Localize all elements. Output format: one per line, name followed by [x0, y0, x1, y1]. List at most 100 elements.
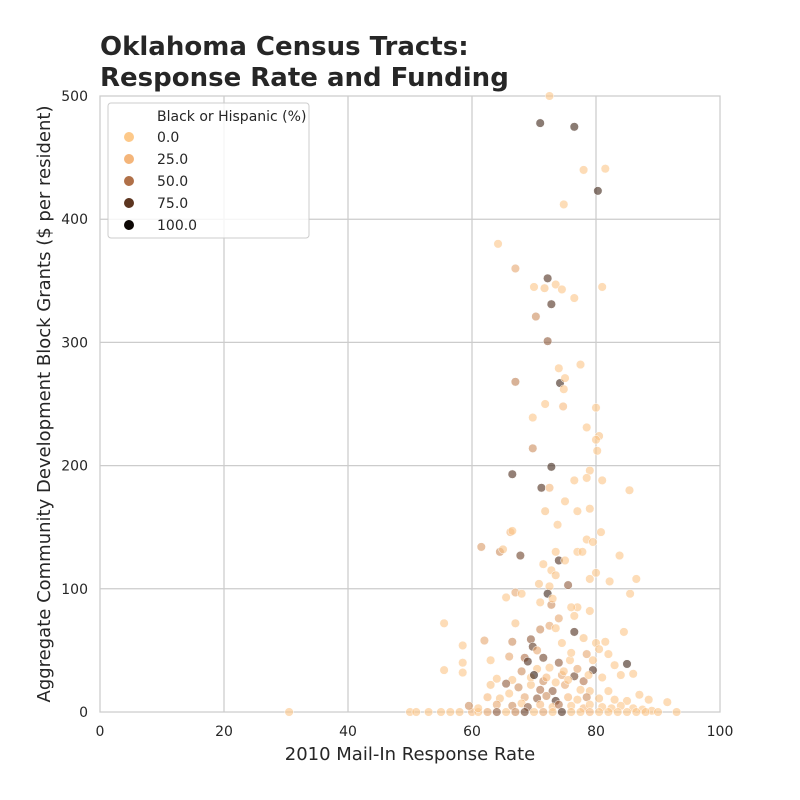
data-point — [424, 707, 434, 717]
data-point — [548, 707, 558, 717]
data-point — [641, 707, 651, 717]
data-point — [566, 648, 576, 658]
data-point — [572, 664, 582, 674]
data-point — [594, 693, 604, 703]
data-point — [553, 520, 563, 530]
data-point — [594, 707, 604, 717]
legend-entry-label: 50.0 — [157, 174, 188, 190]
data-point — [501, 592, 511, 602]
data-point — [546, 299, 556, 309]
data-point — [585, 504, 595, 514]
data-point — [579, 165, 589, 175]
x-tick-label: 20 — [215, 724, 233, 740]
data-point — [479, 635, 489, 646]
data-point — [507, 637, 517, 647]
data-point — [559, 384, 569, 394]
data-point — [510, 377, 520, 387]
data-point — [504, 688, 514, 699]
data-point — [482, 707, 493, 717]
data-point — [588, 655, 598, 665]
data-point — [551, 570, 561, 580]
data-point — [582, 649, 592, 659]
data-point — [551, 677, 561, 687]
data-point — [540, 506, 550, 516]
x-tick-label: 40 — [339, 724, 357, 740]
legend-box — [107, 102, 310, 239]
data-point — [575, 360, 586, 370]
data-point — [486, 680, 496, 690]
data-point — [529, 707, 539, 717]
data-point — [510, 618, 520, 628]
data-point — [582, 473, 592, 483]
legend-marker — [124, 176, 134, 186]
data-point — [482, 692, 493, 702]
y-tick-label: 0 — [79, 705, 88, 721]
data-point — [439, 665, 449, 675]
data-point — [532, 645, 542, 655]
data-point — [631, 707, 641, 717]
y-tick-label: 400 — [61, 212, 88, 228]
data-point — [528, 413, 538, 423]
data-point — [569, 611, 579, 621]
data-point — [551, 623, 561, 633]
data-point — [610, 660, 620, 670]
data-point — [507, 469, 517, 479]
data-point — [613, 707, 623, 717]
data-point — [644, 695, 654, 705]
data-point — [515, 550, 525, 561]
data-point — [615, 550, 625, 561]
data-point — [445, 707, 455, 717]
legend-entry-label: 25.0 — [157, 152, 188, 168]
data-point — [528, 443, 538, 453]
data-point — [531, 311, 541, 322]
data-point — [563, 580, 573, 590]
data-point — [600, 164, 610, 174]
data-point — [535, 118, 545, 128]
data-point — [566, 602, 576, 612]
x-tick-label: 0 — [96, 724, 105, 740]
data-point — [284, 707, 294, 717]
y-tick-label: 300 — [61, 335, 88, 351]
data-point — [572, 506, 582, 516]
data-point — [622, 659, 632, 669]
data-point — [624, 485, 635, 495]
data-point — [510, 707, 520, 717]
data-point — [538, 653, 548, 663]
data-point — [622, 707, 632, 717]
data-point — [501, 679, 511, 689]
data-point — [554, 613, 564, 623]
legend-entry-label: 100.0 — [157, 218, 197, 234]
data-point — [543, 273, 553, 283]
data-point — [560, 555, 570, 566]
data-point — [579, 676, 589, 686]
y-tick-label: 100 — [61, 582, 88, 598]
data-point — [594, 644, 604, 654]
data-point — [575, 685, 586, 695]
data-point — [569, 293, 579, 303]
data-point — [513, 682, 524, 692]
data-point — [504, 652, 514, 662]
data-point — [551, 279, 561, 290]
data-point — [559, 666, 569, 676]
data-point — [544, 483, 555, 493]
x-axis-label: 2010 Mail-In Response Rate — [285, 744, 535, 765]
data-point — [534, 579, 544, 589]
data-point — [622, 696, 632, 706]
data-point — [554, 363, 564, 373]
data-point — [464, 701, 474, 711]
chart-title-line-2: Response Rate and Funding — [100, 63, 509, 93]
data-point — [572, 695, 582, 705]
x-tick-label: 60 — [463, 724, 481, 740]
data-point — [558, 401, 568, 412]
data-point — [535, 597, 545, 607]
data-point — [535, 685, 545, 695]
data-point — [544, 663, 555, 673]
data-point — [631, 574, 641, 584]
data-point — [436, 707, 446, 717]
tick-labels: 0 20 40 60 80 100 0 100 200 300 400 500 — [61, 89, 733, 740]
data-point — [569, 122, 579, 132]
legend-marker — [124, 198, 134, 208]
data-point — [510, 263, 520, 274]
data-point — [554, 658, 564, 668]
data-point — [653, 707, 663, 717]
